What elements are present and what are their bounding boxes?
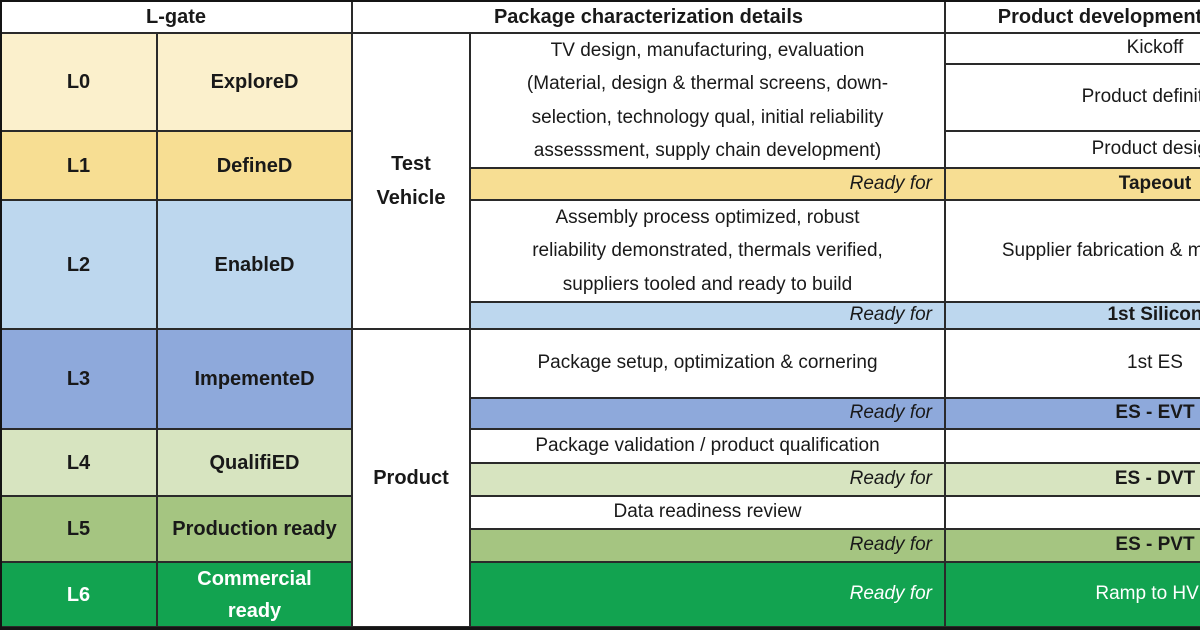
milestone-supplier-fabrication: Supplier fabrication & manufacturing xyxy=(945,200,1200,302)
ready-for-tapeout-band: Ready for xyxy=(470,168,945,200)
gate-id-l5: L5 xyxy=(0,496,157,562)
gate-name-explored: ExploreD xyxy=(157,33,352,131)
gate-id-l4: L4 xyxy=(0,429,157,496)
ready-for-es-evt-band: Ready for xyxy=(470,398,945,429)
gate-name-enabled: EnableD xyxy=(157,200,352,329)
milestone-ramp-to-hvm: Ramp to HVM xyxy=(945,562,1200,627)
detail-package-validation: Package validation / product qualificati… xyxy=(470,429,945,463)
ready-for-ramp-band: Ready for xyxy=(470,562,945,627)
milestone-cell-empty-2 xyxy=(945,496,1200,529)
ready-for-es-pvt-band: Ready for xyxy=(470,529,945,562)
milestone-es-evt: ES - EVT xyxy=(945,398,1200,429)
milestone-es-pvt: ES - PVT xyxy=(945,529,1200,562)
phase-test-vehicle: Test Vehicle xyxy=(352,33,470,329)
gate-id-l1: L1 xyxy=(0,131,157,200)
gate-name-defined: DefineD xyxy=(157,131,352,200)
detail-data-readiness: Data readiness review xyxy=(470,496,945,529)
detail-assembly: Assembly process optimized, robust relia… xyxy=(470,200,945,302)
ready-for-es-dvt-band: Ready for xyxy=(470,463,945,496)
gate-name-production-ready: Production ready xyxy=(157,496,352,562)
gate-id-l3: L3 xyxy=(0,329,157,429)
gate-id-l2: L2 xyxy=(0,200,157,329)
milestone-tapeout: Tapeout xyxy=(945,168,1200,200)
gate-name-commercial-ready: Commercial ready xyxy=(157,562,352,627)
lgate-header: L-gate xyxy=(0,0,352,33)
milestone-cell-empty-1 xyxy=(945,429,1200,463)
milestone-product-definition: Product definition xyxy=(945,64,1200,131)
detail-package-setup: Package setup, optimization & cornering xyxy=(470,329,945,398)
detail-tv-design: TV design, manufacturing, evaluation (Ma… xyxy=(470,33,945,168)
milestone-kickoff: Kickoff xyxy=(945,33,1200,64)
gate-id-l6: L6 xyxy=(0,562,157,627)
milestone-first-es: 1st ES xyxy=(945,329,1200,398)
phase-product: Product xyxy=(352,329,470,627)
milestone-first-silicon: 1st Silicon xyxy=(945,302,1200,329)
gate-name-impemented: ImpementeD xyxy=(157,329,352,429)
milestone-es-dvt: ES - DVT xyxy=(945,463,1200,496)
gate-id-l0: L0 xyxy=(0,33,157,131)
ready-for-first-silicon-band: Ready for xyxy=(470,302,945,329)
milestone-product-design: Product design xyxy=(945,131,1200,168)
gate-name-qualified: QualifiED xyxy=(157,429,352,496)
package-details-header: Package characterization details xyxy=(352,0,945,33)
product-development-header: Product development milestones xyxy=(945,0,1200,33)
